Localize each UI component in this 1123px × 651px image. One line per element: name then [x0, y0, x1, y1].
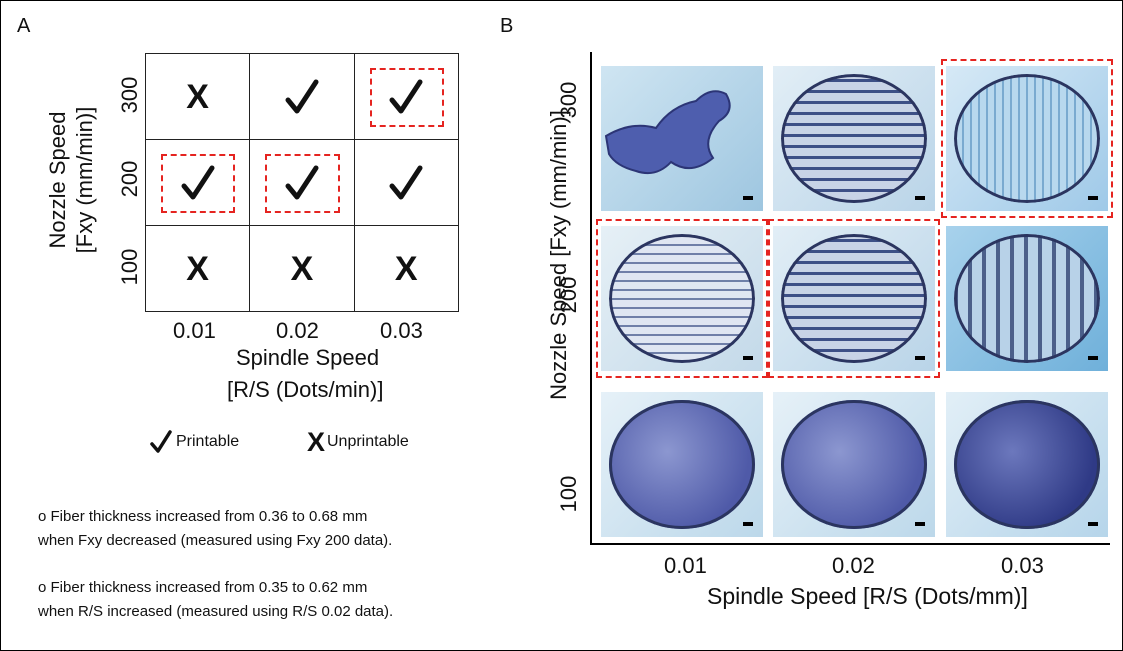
grid-cell-100-0.01: X [145, 225, 251, 312]
sample-photo-200-0.02 [773, 226, 935, 371]
scale-bar [743, 356, 753, 360]
panel-a-letter: A [17, 15, 31, 37]
sample-photo-100-0.02 [773, 392, 935, 537]
checkmark-icon [389, 165, 423, 199]
panel-a-x-tick-0.02: 0.02 [276, 318, 319, 343]
scale-bar [743, 196, 753, 200]
scaffold-blob [604, 90, 731, 175]
scaffold-disc [781, 74, 927, 203]
panel-b-y-tick-200: 200 [556, 276, 581, 314]
panel-a-y-tick-100: 100 [117, 248, 142, 286]
grid-cell-100-0.03: X [353, 225, 459, 312]
note-fxy-line2: when Fxy decreased (measured using Fxy 2… [38, 532, 393, 549]
grid-cell-200-0.01 [145, 139, 251, 226]
checkmark-icon [285, 165, 319, 199]
panel-b-y-axis-title: Nozzle Speed [Fxy (mm/min)] [546, 110, 571, 400]
panel-b-x-tick-0.02: 0.02 [832, 553, 875, 578]
unprintable-x-mark: X [290, 249, 314, 288]
panel-b-y-tick-100: 100 [556, 475, 581, 513]
sample-photo-300-0.02 [773, 66, 935, 211]
checkmark-icon [285, 79, 319, 113]
scale-bar [915, 196, 925, 200]
scale-bar [1088, 196, 1098, 200]
panel-b-y-axis-line [590, 52, 592, 545]
legend-printable-label: Printable [176, 433, 240, 450]
highlight-box [369, 68, 444, 127]
panel-a-y-tick-200: 200 [117, 160, 142, 198]
scaffold-disc [954, 74, 1100, 203]
scaffold-disc [609, 234, 755, 363]
scale-bar [915, 356, 925, 360]
panel-a-x-axis-title-line2: [R/S (Dots/min)] [227, 377, 384, 402]
grid-cell-300-0.02 [249, 53, 355, 140]
grid-cell-300-0.03 [353, 53, 459, 140]
scale-bar [1088, 356, 1098, 360]
panel-b-x-tick-0.01: 0.01 [664, 553, 707, 578]
note-rs-line2: when R/S increased (measured using R/S 0… [38, 603, 394, 620]
sample-photo-100-0.03 [946, 392, 1108, 537]
note-fxy: o Fiber thickness increased from 0.36 to… [38, 505, 508, 553]
grid-cell-300-0.01: X [145, 53, 251, 140]
highlight-box [596, 219, 768, 378]
grid-cell-200-0.03 [353, 139, 459, 226]
sample-photo-200-0.01 [601, 226, 763, 371]
scaffold-disc [781, 234, 927, 363]
checkmark-icon [181, 165, 215, 199]
note-rs: o Fiber thickness increased from 0.35 to… [38, 576, 508, 624]
legend-unprintable-symbol: X [307, 427, 326, 457]
panel-a-y-axis-title: Nozzle Speed [Fxy (mm/min)] [44, 60, 100, 300]
scaffold-disc [781, 400, 927, 529]
panel-b-letter: B [500, 15, 514, 37]
scaffold-disc [954, 400, 1100, 529]
scaffold-disc [609, 400, 755, 529]
scaffold-disc [954, 234, 1100, 363]
panel-b-x-axis-line [590, 543, 1110, 545]
sample-photo-300-0.01 [601, 66, 763, 211]
panel-b-x-tick-0.03: 0.03 [1001, 553, 1044, 578]
panel-a-x-axis-title-line1: Spindle Speed [236, 345, 380, 370]
unprintable-x-mark: X [186, 77, 209, 116]
sample-photo-300-0.03 [946, 66, 1108, 211]
scale-bar [1088, 522, 1098, 526]
checkmark-icon [150, 430, 172, 453]
sample-photo-200-0.03 [946, 226, 1108, 371]
scale-bar [743, 522, 753, 526]
panel-a-x-tick-0.01: 0.01 [173, 318, 216, 343]
unprintable-x-mark: X [394, 249, 418, 288]
note-fxy-line1: o Fiber thickness increased from 0.36 to… [38, 508, 368, 525]
panel-a-y-axis-title-line1: Nozzle Speed [45, 111, 70, 249]
highlight-box [265, 154, 340, 213]
unprintable-x-mark: X [186, 249, 209, 288]
highlight-box [768, 219, 940, 378]
panel-a-y-axis-title-line2: [Fxy (mm/min)] [72, 106, 97, 254]
panel-a-x-tick-0.03: 0.03 [380, 318, 423, 343]
checkmark-icon [389, 79, 423, 113]
legend-unprintable-label: Unprintable [327, 433, 409, 450]
scale-bar [915, 522, 925, 526]
sample-photo-100-0.01 [601, 392, 763, 537]
printability-grid: X X X X [145, 53, 459, 312]
panel-a-y-tick-300: 300 [117, 76, 142, 114]
grid-cell-200-0.02 [249, 139, 355, 226]
grid-cell-100-0.02: X [249, 225, 355, 312]
panel-b-y-tick-300: 300 [556, 81, 581, 119]
highlight-box [161, 154, 236, 213]
panel-b-x-axis-title: Spindle Speed [R/S (Dots/mm)] [707, 583, 1028, 609]
note-rs-line1: o Fiber thickness increased from 0.35 to… [38, 579, 368, 596]
highlight-box [941, 59, 1113, 218]
